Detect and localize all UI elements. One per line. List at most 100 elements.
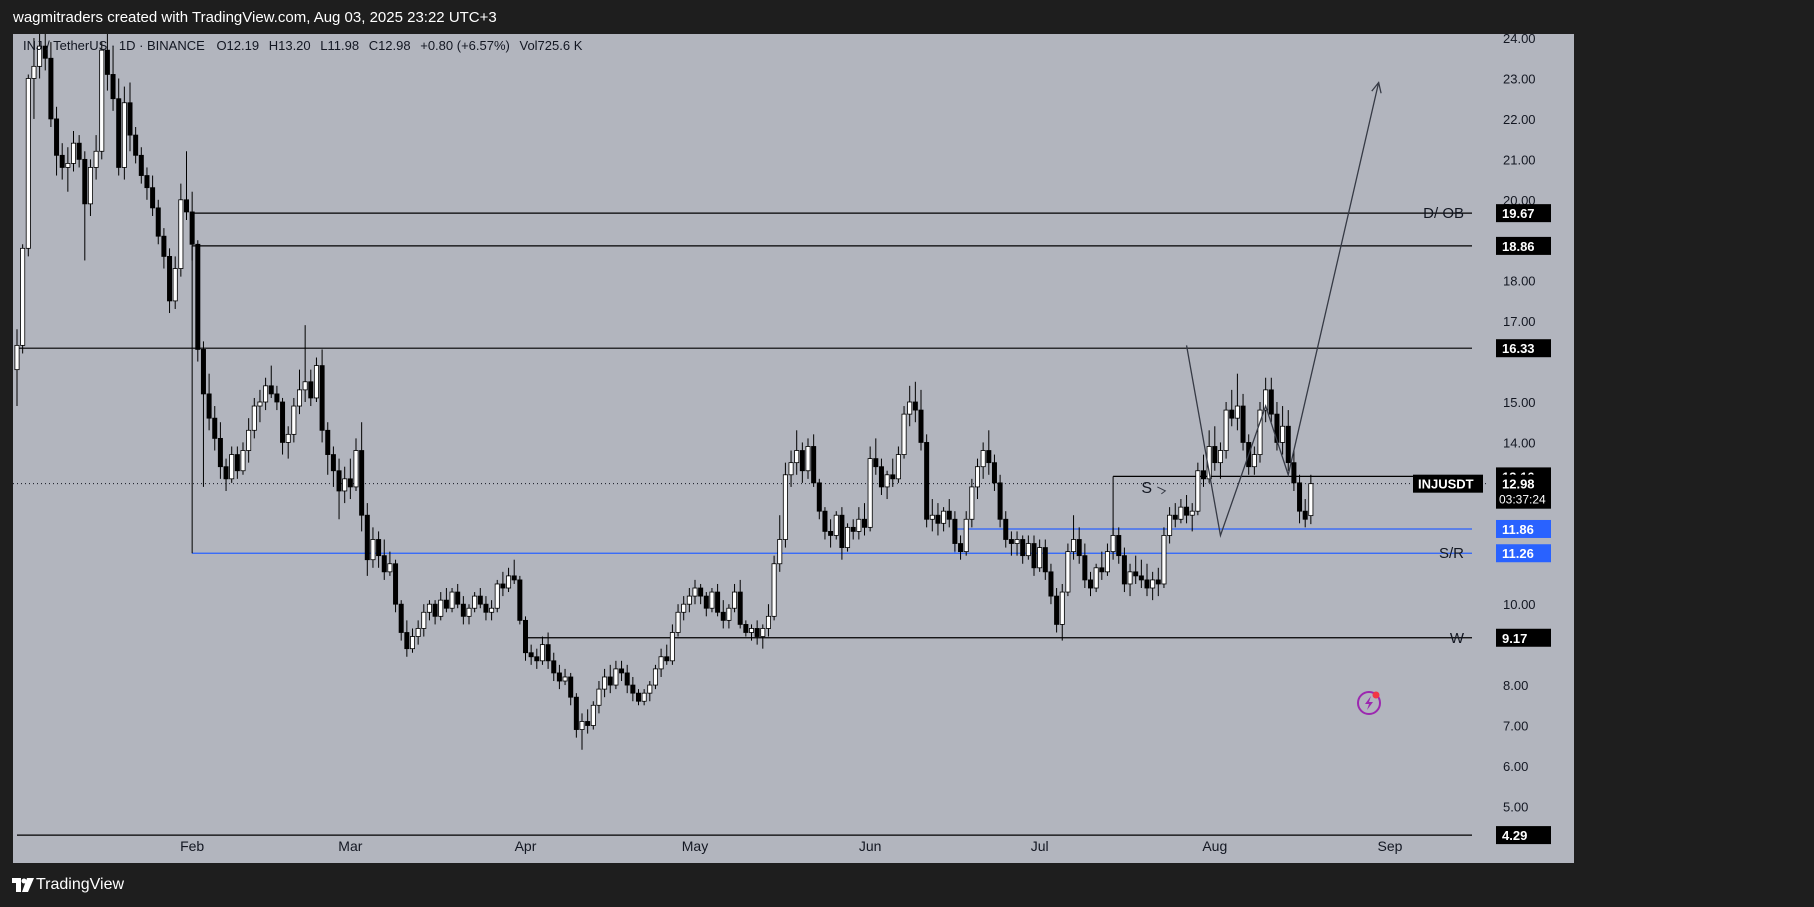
candle[interactable] [1297, 474, 1303, 524]
candle[interactable] [110, 46, 116, 111]
candle[interactable] [1150, 571, 1156, 601]
candle[interactable] [268, 365, 274, 398]
candle[interactable] [658, 648, 664, 677]
candle[interactable] [1268, 377, 1274, 423]
candle[interactable] [811, 434, 817, 487]
candle[interactable] [393, 559, 399, 613]
candle[interactable] [624, 664, 630, 694]
candle[interactable] [257, 389, 263, 423]
candle[interactable] [737, 579, 743, 629]
candle[interactable] [76, 135, 82, 168]
candle[interactable] [1088, 571, 1094, 597]
candle[interactable] [777, 515, 783, 572]
candle[interactable] [246, 418, 252, 463]
candle[interactable] [517, 575, 523, 625]
candle[interactable] [449, 588, 455, 613]
candle[interactable] [878, 458, 884, 496]
candle[interactable] [568, 672, 574, 706]
candle[interactable] [1025, 535, 1031, 560]
candle[interactable] [1280, 406, 1286, 455]
candle[interactable] [799, 442, 805, 483]
candle[interactable] [353, 438, 359, 491]
candle[interactable] [155, 199, 161, 245]
candle[interactable] [1059, 583, 1065, 641]
candle[interactable] [438, 592, 444, 621]
candle[interactable] [251, 397, 257, 439]
candle[interactable] [862, 503, 868, 536]
candle[interactable] [1212, 426, 1218, 471]
candle[interactable] [833, 511, 839, 540]
candle[interactable] [409, 628, 415, 653]
candle[interactable] [263, 377, 269, 411]
candle[interactable] [415, 620, 421, 645]
candle[interactable] [935, 503, 941, 536]
candle[interactable] [99, 42, 105, 160]
candle[interactable] [1071, 515, 1077, 560]
candle[interactable] [918, 389, 924, 451]
candle[interactable] [788, 450, 794, 487]
candle[interactable] [771, 555, 777, 621]
candle[interactable] [506, 567, 512, 593]
candle[interactable] [743, 620, 749, 637]
candle[interactable] [1223, 401, 1229, 459]
candle[interactable] [325, 422, 331, 475]
candle[interactable] [924, 434, 930, 528]
candle[interactable] [121, 86, 127, 180]
candle[interactable] [48, 42, 54, 128]
candle[interactable] [25, 74, 31, 257]
candle[interactable] [31, 38, 37, 119]
candle[interactable] [1161, 527, 1167, 589]
candle[interactable] [1127, 563, 1133, 597]
candle[interactable] [782, 462, 788, 548]
candle[interactable] [1008, 531, 1014, 556]
candle[interactable] [1229, 389, 1235, 427]
candle[interactable] [432, 600, 438, 625]
candle[interactable] [805, 438, 811, 479]
candle[interactable] [359, 422, 365, 532]
candle[interactable] [455, 583, 461, 609]
candle[interactable] [703, 592, 709, 617]
candle[interactable] [234, 446, 240, 479]
candle[interactable] [1020, 535, 1026, 564]
price-axis[interactable] [1486, 34, 1574, 863]
candle[interactable] [907, 385, 913, 427]
projection-path[interactable] [1185, 82, 1380, 539]
candle[interactable] [715, 583, 721, 617]
plot-area[interactable] [13, 34, 1486, 863]
candle[interactable] [370, 527, 376, 568]
candle[interactable] [613, 660, 619, 690]
candle[interactable] [952, 511, 958, 552]
candle[interactable] [709, 588, 715, 613]
candle[interactable] [556, 664, 562, 690]
candle[interactable] [138, 147, 144, 184]
candle[interactable] [1172, 503, 1178, 528]
candle[interactable] [850, 519, 856, 540]
candle[interactable] [1178, 499, 1184, 524]
candle[interactable] [1110, 527, 1116, 560]
candle[interactable] [319, 349, 325, 443]
candle[interactable] [172, 256, 178, 309]
candle[interactable] [144, 167, 150, 200]
alert-icon[interactable] [1357, 691, 1381, 715]
candle[interactable] [991, 454, 997, 491]
candle[interactable] [381, 539, 387, 580]
candle[interactable] [240, 442, 246, 475]
candle[interactable] [1031, 535, 1037, 576]
candle[interactable] [342, 466, 348, 504]
candle[interactable] [1302, 499, 1308, 528]
candle[interactable] [641, 689, 647, 706]
candle[interactable] [212, 406, 218, 451]
candle[interactable] [975, 458, 981, 500]
candle[interactable] [376, 531, 382, 568]
candle[interactable] [681, 596, 687, 621]
candle[interactable] [1042, 539, 1048, 580]
candle[interactable] [720, 600, 726, 629]
candle[interactable] [280, 397, 286, 455]
candle[interactable] [274, 385, 280, 411]
candle[interactable] [189, 191, 195, 261]
candle[interactable] [980, 442, 986, 479]
candle[interactable] [1116, 527, 1122, 564]
candle[interactable] [217, 422, 223, 479]
candle[interactable] [1099, 551, 1105, 580]
candle[interactable] [528, 644, 534, 665]
